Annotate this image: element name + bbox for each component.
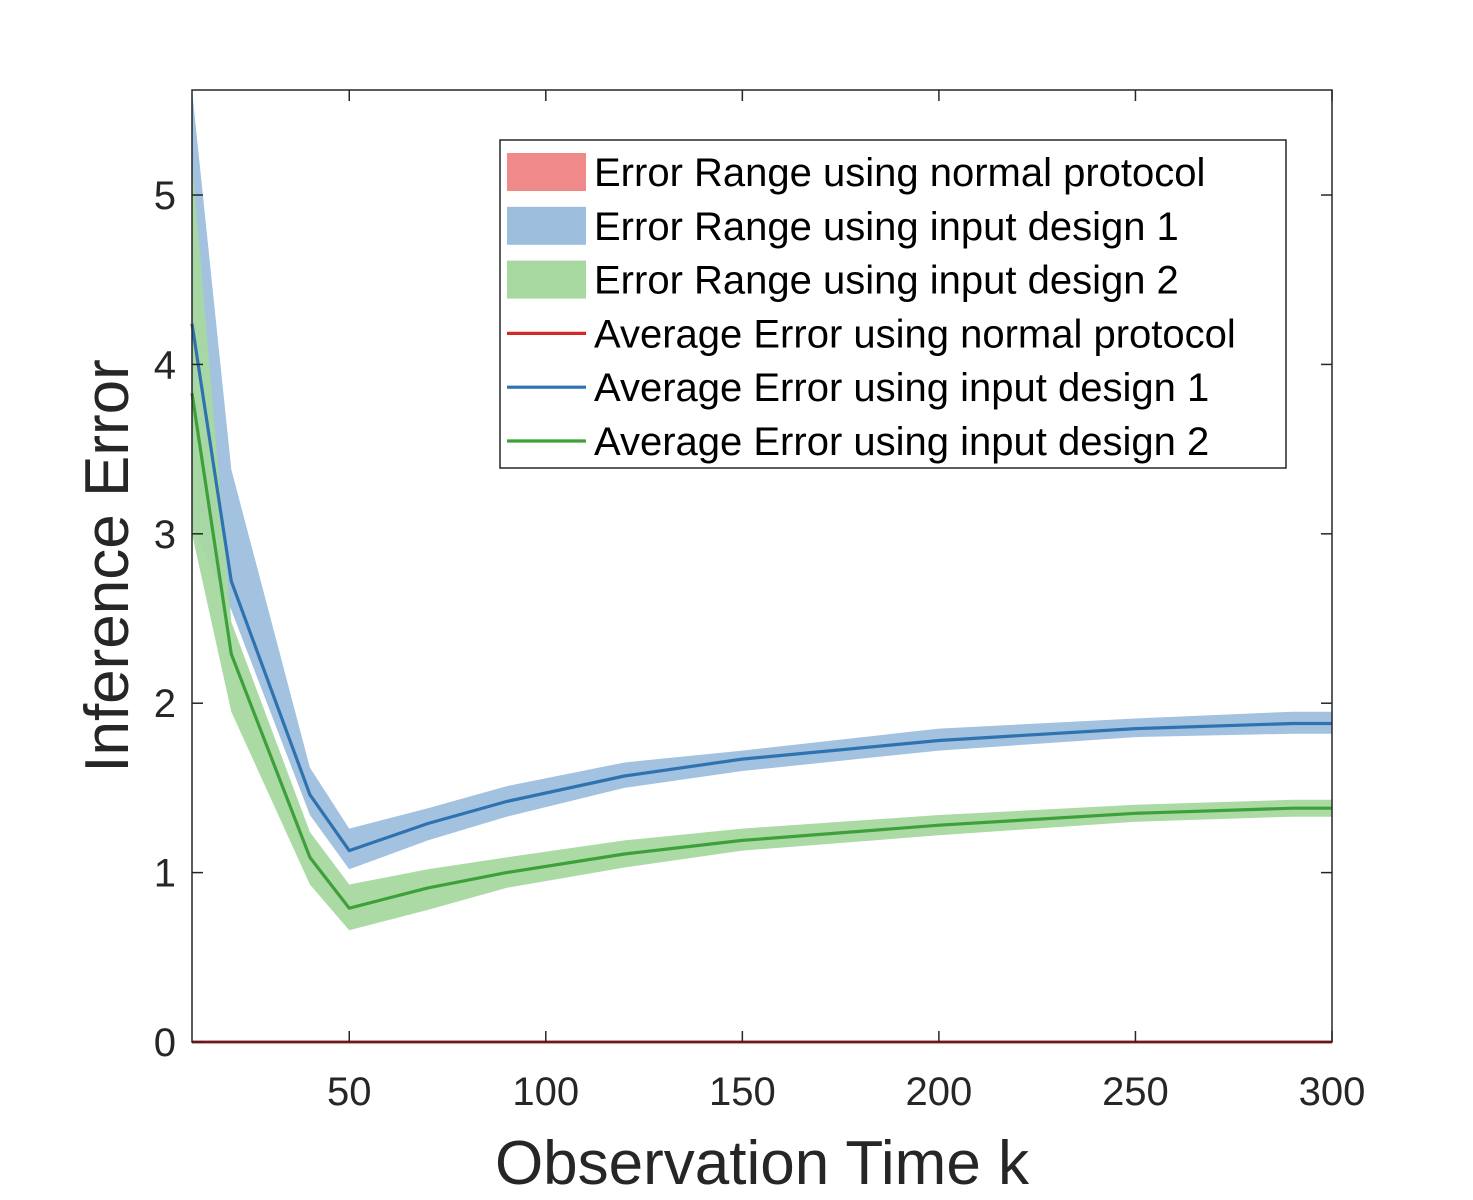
x-tick-label: 200 xyxy=(906,1070,973,1114)
legend-label: Error Range using input design 1 xyxy=(594,205,1179,249)
legend-label: Error Range using input design 2 xyxy=(594,259,1179,303)
legend: Error Range using normal protocol Error R… xyxy=(499,139,1287,469)
legend-box xyxy=(499,139,1287,469)
x-axis-title: Observation Time k xyxy=(495,1129,1030,1198)
legend-label: Error Range using normal protocol xyxy=(594,151,1205,195)
legend-label: Average Error using normal protocol xyxy=(594,312,1236,356)
y-tick-label: 4 xyxy=(154,343,176,387)
band-2 xyxy=(192,90,1332,870)
y-tick-label: 5 xyxy=(154,174,176,218)
x-tick-label: 50 xyxy=(327,1070,372,1114)
legend-items: Error Range using normal protocol Error R… xyxy=(507,151,1236,464)
legend-swatch-band xyxy=(507,260,586,299)
legend-swatch-band xyxy=(507,206,586,245)
x-tick-label: 150 xyxy=(709,1070,776,1114)
y-tick-label: 3 xyxy=(154,513,176,557)
bands-layer xyxy=(192,90,1332,931)
legend-swatch-band xyxy=(507,153,586,191)
y-tick-label: 0 xyxy=(154,1021,176,1065)
legend-label: Average Error using input design 1 xyxy=(594,366,1209,410)
plot-frame xyxy=(191,89,1333,1043)
band-3 xyxy=(192,161,1332,931)
y-axis-title: Inference Error xyxy=(73,359,142,773)
x-tick-label: 250 xyxy=(1102,1070,1169,1114)
legend-label: Average Error using input design 2 xyxy=(594,420,1209,464)
y-tick-label: 2 xyxy=(154,682,176,726)
x-tick-label: 300 xyxy=(1299,1070,1366,1114)
ticks-layer: 50 100 150 200 250 300 0 1 2 3 4 5 xyxy=(154,90,1366,1114)
series-line-2 xyxy=(190,323,1332,853)
series-line-3 xyxy=(190,392,1332,910)
x-tick-label: 100 xyxy=(512,1070,579,1114)
y-tick-label: 1 xyxy=(154,852,176,896)
